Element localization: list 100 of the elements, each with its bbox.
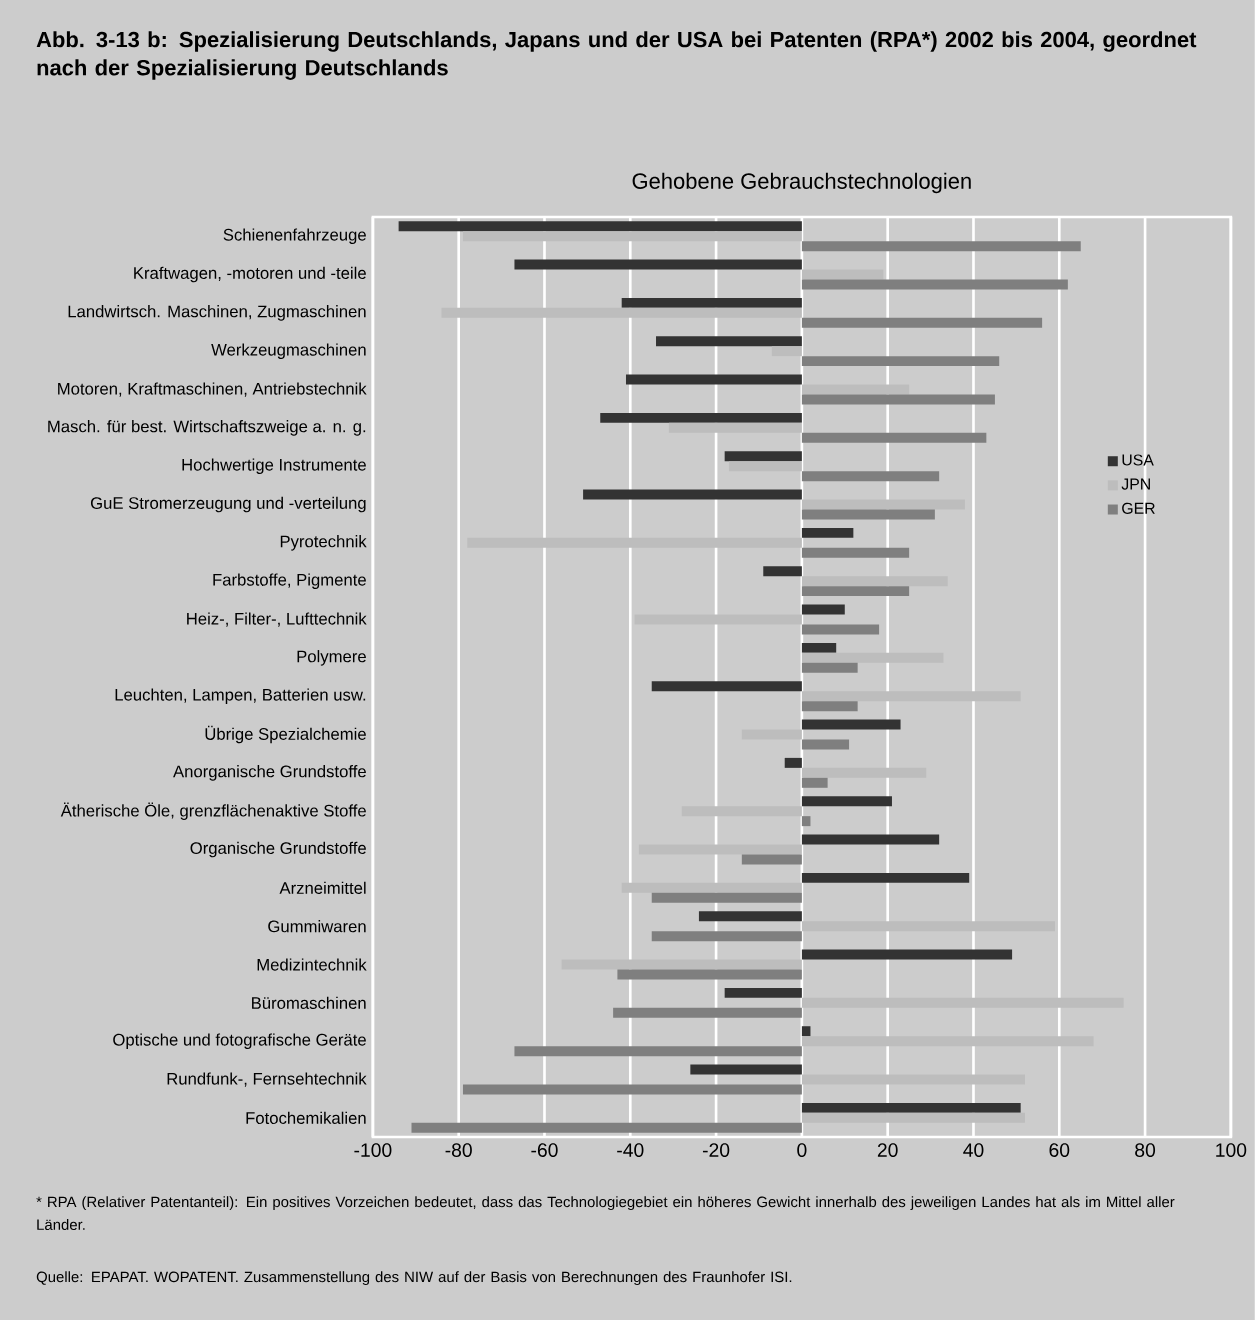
y-tick-label: Übrige Spezialchemie bbox=[205, 725, 366, 744]
bar bbox=[514, 259, 802, 270]
bar bbox=[801, 394, 995, 405]
y-tick-label: Heiz-, Filter-, Lufttechnik bbox=[187, 612, 367, 627]
chart-subtitle: Gehobene Gebrauchstechnologien bbox=[632, 172, 971, 194]
y-tick-label: Farbstoffe, Pigmente bbox=[213, 573, 366, 589]
bar bbox=[784, 757, 802, 768]
bar bbox=[441, 307, 802, 318]
bar bbox=[801, 471, 940, 482]
bar bbox=[801, 317, 1043, 328]
legend-label: USA bbox=[1122, 454, 1154, 466]
bar bbox=[801, 527, 854, 538]
y-tick-label: Pyrotechnik bbox=[280, 535, 367, 551]
bar bbox=[801, 241, 1081, 252]
bar bbox=[801, 921, 1056, 932]
y-tick-label: Kraftwagen, -motoren und -teile bbox=[134, 266, 366, 283]
bar bbox=[724, 987, 802, 998]
x-tick-label: 80 bbox=[1135, 1143, 1156, 1157]
bar bbox=[801, 432, 987, 443]
bar bbox=[801, 834, 940, 845]
bar bbox=[514, 1046, 802, 1057]
bar bbox=[621, 882, 802, 893]
bar bbox=[801, 279, 1068, 290]
bar bbox=[801, 767, 927, 778]
bar bbox=[638, 844, 802, 855]
bar bbox=[801, 1036, 1094, 1047]
bar bbox=[801, 576, 948, 587]
bar bbox=[411, 1122, 802, 1133]
bar bbox=[801, 949, 1013, 960]
bar bbox=[801, 509, 935, 520]
bar bbox=[724, 451, 802, 462]
y-tick-label: Hochwertige Instrumente bbox=[182, 458, 366, 474]
bar bbox=[771, 346, 802, 357]
bar bbox=[463, 1084, 802, 1095]
bar bbox=[561, 959, 802, 970]
x-tick-label: -20 bbox=[703, 1143, 730, 1157]
y-tick-label: Polymere bbox=[297, 650, 366, 666]
bar bbox=[398, 221, 802, 232]
y-tick-label: Arzneimittel bbox=[279, 881, 366, 894]
y-tick-label: Optische und fotografische Geräte bbox=[113, 1033, 366, 1049]
y-tick-label: Landwirtsch. Maschinen, Zugmaschinen bbox=[68, 305, 366, 321]
y-tick-label: Rundfunk-, Fernsehtechnik bbox=[167, 1072, 367, 1087]
bar bbox=[656, 336, 802, 347]
bar bbox=[801, 691, 1021, 702]
bar bbox=[681, 806, 802, 817]
y-tick-label: Fotochemikalien bbox=[246, 1111, 366, 1124]
bar bbox=[801, 652, 944, 663]
bar bbox=[668, 422, 802, 433]
bar bbox=[651, 892, 802, 903]
bar bbox=[729, 461, 802, 472]
bar bbox=[613, 1007, 802, 1018]
bar bbox=[801, 384, 910, 395]
y-tick-label: Büromaschinen bbox=[252, 996, 366, 1009]
bar bbox=[801, 872, 970, 883]
bar bbox=[621, 297, 802, 308]
x-tick-label: -60 bbox=[531, 1143, 558, 1157]
text: * RPA (Relativer Patentanteil): Ein positives Vorzeichen bedeutet, dass das Technologiegebiet ein höheres Gewicht innerhalb des jeweiligen Landes hat als im Mittel aller Länder. bbox=[36, 1196, 1175, 1231]
legend-label: GER bbox=[1122, 502, 1155, 514]
y-tick-label: Organische Grundstoffe bbox=[190, 841, 366, 858]
bar bbox=[801, 356, 1000, 367]
bar bbox=[698, 911, 802, 922]
bar bbox=[583, 489, 802, 500]
bar bbox=[651, 931, 802, 942]
source-note: Quelle: EPAPAT. WOPATENT. Zusammenstellung des NIW auf der Basis von Berechnungen des Fraunhofer ISI. bbox=[36, 1271, 792, 1286]
bar bbox=[741, 854, 802, 865]
bar bbox=[617, 969, 802, 980]
bar bbox=[801, 604, 845, 615]
bar bbox=[801, 642, 837, 653]
bar bbox=[801, 547, 910, 558]
bar bbox=[801, 1026, 811, 1037]
bar bbox=[801, 777, 828, 788]
x-tick-label: 20 bbox=[877, 1143, 898, 1157]
y-tick-label: GuE Stromerzeugung und -verteilung bbox=[91, 496, 366, 513]
bar bbox=[741, 729, 802, 740]
y-tick-label: Masch. für best. Wirtschaftszweige a. n. g. bbox=[48, 420, 366, 436]
x-tick-label: -40 bbox=[617, 1143, 644, 1157]
bar bbox=[801, 816, 811, 827]
x-tick-label: 100 bbox=[1216, 1143, 1247, 1157]
y-tick-label: Gummiwaren bbox=[268, 920, 366, 933]
bar bbox=[801, 1112, 1026, 1123]
bar bbox=[801, 1074, 1026, 1085]
bar bbox=[801, 719, 901, 730]
y-tick-label: Ätherische Öle, grenzflächenaktive Stoffe bbox=[60, 802, 366, 820]
x-tick-label: 40 bbox=[963, 1143, 984, 1157]
bar bbox=[801, 499, 965, 510]
x-tick-label: 0 bbox=[797, 1143, 807, 1157]
y-tick-label: Medizintechnik bbox=[257, 958, 367, 971]
bar bbox=[600, 412, 802, 423]
bar bbox=[801, 624, 880, 635]
x-tick-label: -80 bbox=[445, 1143, 472, 1157]
chart-title: Abb. 3-13 b: Spezialisierung Deutschlands, Japans und der USA bei Patenten (RPA*) 2002 bis 2004, geordnet nach der Spezialisierung Deutschlands bbox=[36, 31, 1197, 80]
y-tick-label: Motoren, Kraftmaschinen, Antriebstechnik bbox=[58, 382, 367, 397]
bar bbox=[801, 997, 1124, 1008]
bar bbox=[690, 1064, 802, 1075]
legend-label: JPN bbox=[1121, 478, 1150, 490]
bar bbox=[801, 701, 858, 712]
bar bbox=[801, 739, 850, 750]
y-tick-label: Leuchten, Lampen, Batterien usw. bbox=[115, 688, 366, 704]
bar bbox=[763, 566, 802, 577]
x-tick-label: -100 bbox=[354, 1143, 392, 1157]
